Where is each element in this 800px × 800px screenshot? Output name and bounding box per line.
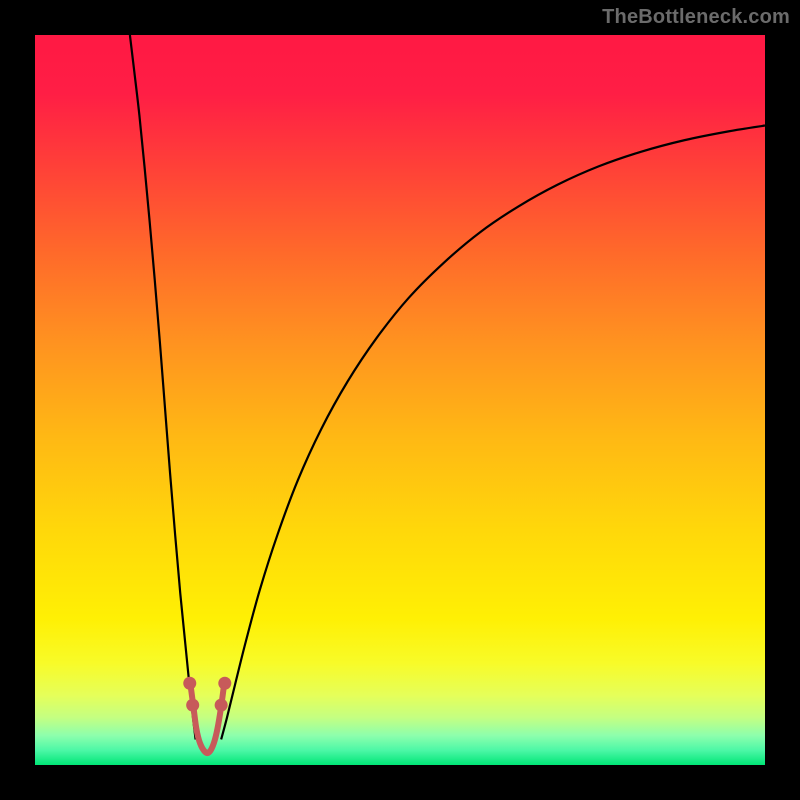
valley-dot [215, 699, 228, 712]
valley-dot [183, 677, 196, 690]
chart-svg [35, 35, 765, 765]
curve-left [130, 35, 196, 739]
watermark: TheBottleneck.com [602, 6, 790, 29]
chart-frame [0, 0, 800, 800]
curve-right [221, 126, 765, 740]
valley-shape [190, 685, 224, 753]
valley-dot [218, 677, 231, 690]
plot-area [35, 35, 765, 765]
valley-dot [186, 699, 199, 712]
